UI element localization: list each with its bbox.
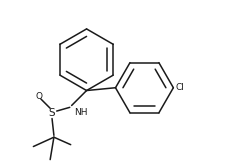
Text: Cl: Cl (176, 83, 185, 92)
Text: S: S (49, 108, 55, 118)
Text: O: O (36, 92, 43, 101)
Text: NH: NH (74, 108, 88, 117)
